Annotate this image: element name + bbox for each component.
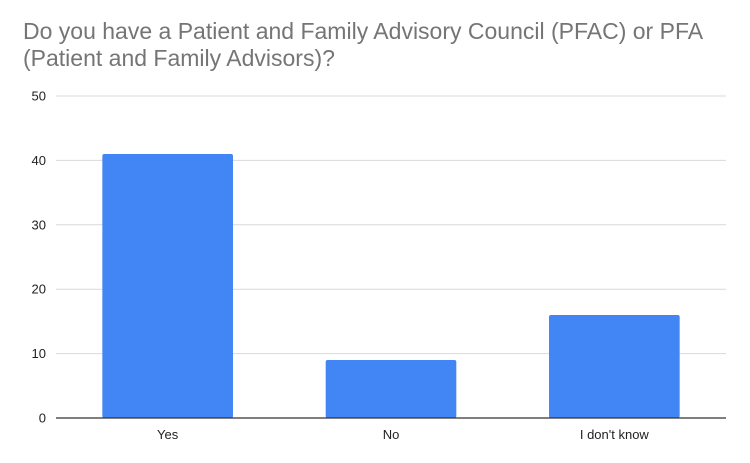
x-axis-ticks: Yes No I don't know	[157, 427, 649, 442]
y-axis-ticks: 0 10 20 30 40 50	[32, 89, 46, 426]
x-tick-label: No	[383, 427, 400, 442]
y-tick-label: 0	[39, 411, 46, 426]
bar	[325, 360, 457, 418]
x-tick-label: Yes	[157, 427, 179, 442]
bar	[549, 314, 680, 418]
bars	[102, 153, 680, 418]
x-tick-label: I don't know	[580, 427, 650, 442]
y-tick-label: 10	[32, 346, 46, 361]
y-tick-label: 40	[32, 153, 46, 168]
y-tick-label: 20	[32, 282, 46, 297]
bar	[102, 153, 233, 418]
y-tick-label: 30	[32, 217, 46, 232]
y-tick-label: 50	[32, 89, 46, 104]
chart-title: Do you have a Patient and Family Advisor…	[23, 18, 702, 71]
